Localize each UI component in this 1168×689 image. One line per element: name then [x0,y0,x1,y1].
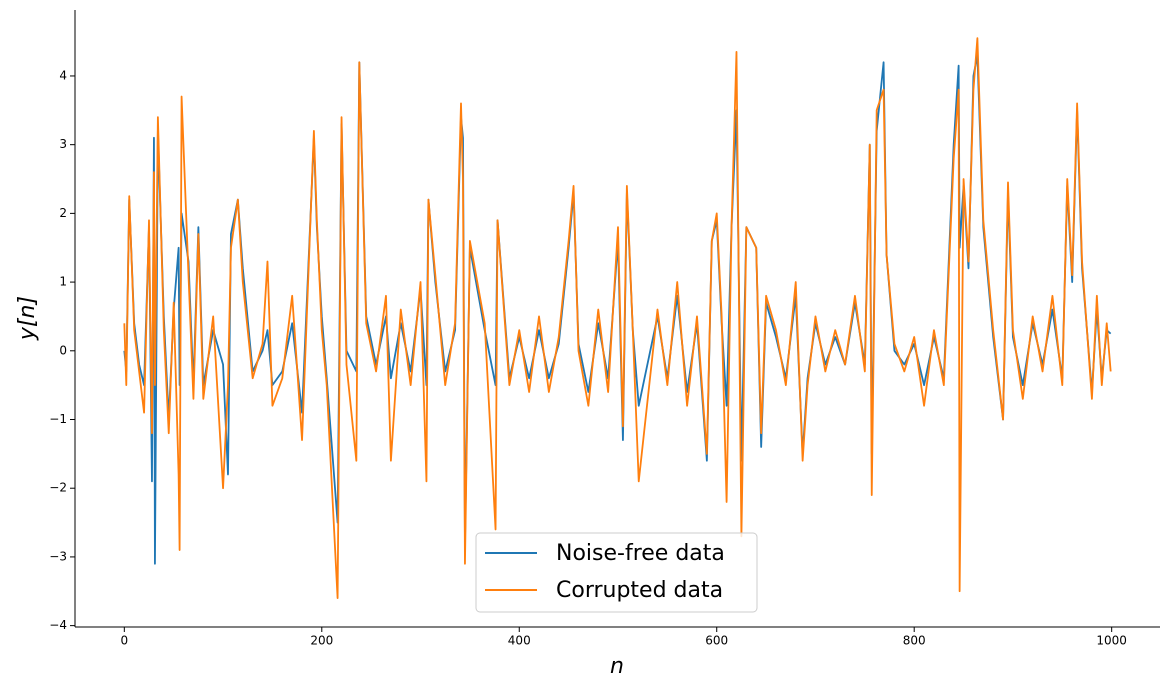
y-tick-label: −2 [49,481,67,495]
y-tick-label: −1 [49,412,67,426]
legend-label: Corrupted data [556,578,723,603]
y-tick-label: 4 [59,68,67,82]
x-tick-label: 800 [903,634,926,648]
y-tick-label: 3 [59,137,67,151]
y-tick-label: 0 [59,343,67,357]
legend-box [475,532,758,613]
x-tick-label: 400 [508,634,531,648]
data-line [123,37,1112,600]
y-tick-label: 1 [59,275,67,289]
x-tick-label: 600 [705,634,728,648]
y-tick-label: −4 [49,618,67,632]
y-tick-label: −3 [49,549,67,563]
x-tick-label: 0 [120,634,128,648]
x-axis-label: n [610,654,624,679]
legend: Noise-free data Corrupted data [475,532,758,613]
x-tick-label: 200 [310,634,333,648]
y-axis-label: y[n] [15,296,40,341]
legend-label: Noise-free data [556,541,725,566]
x-tick-label: 1000 [1096,634,1127,648]
y-tick-label: 2 [59,206,67,220]
